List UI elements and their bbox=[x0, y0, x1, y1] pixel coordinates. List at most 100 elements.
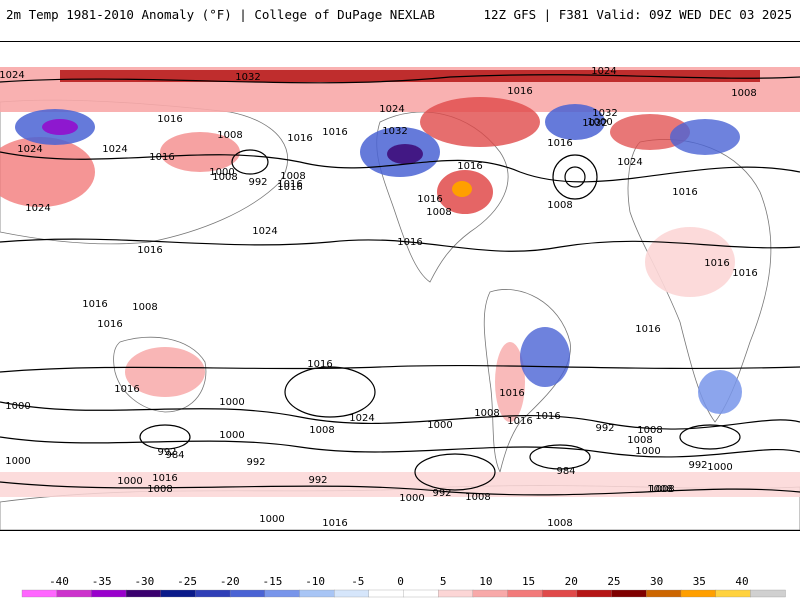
isobar-label: 1016 bbox=[277, 179, 302, 190]
warm-anomaly-australia bbox=[125, 347, 205, 397]
legend-swatch bbox=[472, 589, 509, 598]
legend-swatch bbox=[542, 589, 578, 598]
legend-swatch bbox=[160, 589, 197, 598]
cold-anomaly-central-asia-core bbox=[42, 119, 78, 135]
isobar-label: 1032 bbox=[592, 108, 617, 119]
isobar-labels: 1024 1032 1024 1024 1008 1032 1016 1024 1024 1016… bbox=[0, 66, 758, 529]
legend-swatch bbox=[438, 589, 474, 598]
low-pressure-south-indian bbox=[139, 424, 191, 450]
isobar-label: 1016 bbox=[322, 518, 347, 529]
isobar-label: 1032 bbox=[235, 72, 260, 83]
isobar-label: 1024 bbox=[349, 413, 374, 424]
isobar-label: 992 bbox=[308, 475, 327, 486]
isobar-north bbox=[0, 74, 800, 84]
isobar-label: 1008 bbox=[637, 425, 662, 436]
legend-tick: 40 bbox=[735, 575, 749, 588]
isobar-label: 1000 bbox=[259, 514, 284, 525]
cold-anomaly-siberia-east bbox=[670, 119, 740, 155]
isobar-southern-ocean-1 bbox=[0, 401, 800, 430]
map-canvas: 1024 1032 1024 1024 1008 1032 1016 1024 1024 1016… bbox=[0, 66, 800, 530]
legend-tick: 25 bbox=[607, 575, 621, 588]
legend-tick: -40 bbox=[49, 575, 69, 588]
isobar-label: 1008 bbox=[731, 88, 756, 99]
arctic-deep-warm bbox=[60, 70, 760, 82]
cold-anomaly-southern-africa bbox=[698, 370, 742, 414]
legend-swatch bbox=[299, 589, 335, 598]
isobar-label: 1000 bbox=[587, 117, 612, 128]
legend-swatch bbox=[195, 589, 231, 598]
isobar-label: 1016 bbox=[704, 258, 729, 269]
isobar-southern-ocean-3 bbox=[0, 481, 800, 496]
isobar-label: 1016 bbox=[277, 182, 302, 193]
isobar-label: 984 bbox=[556, 466, 575, 477]
isobar-label: 1008 bbox=[649, 484, 674, 495]
isobar-label: 1008 bbox=[547, 518, 572, 529]
warm-anomaly-east-asia bbox=[160, 132, 240, 172]
isobars bbox=[0, 74, 800, 496]
isobar-label: 1024 bbox=[102, 144, 127, 155]
legend-tick: -5 bbox=[351, 575, 365, 588]
legend-swatch bbox=[21, 589, 58, 598]
isobar-label: 1032 bbox=[582, 118, 607, 129]
isobar-label: 1016 bbox=[114, 384, 139, 395]
isobar-midlat bbox=[0, 238, 800, 252]
legend-swatch bbox=[333, 589, 370, 598]
isobar-label: 1008 bbox=[465, 492, 490, 503]
cold-anomalies bbox=[15, 104, 742, 414]
low-pressure-south-africa bbox=[679, 424, 741, 450]
isobar-label: 1016 bbox=[137, 245, 162, 256]
warm-anomalies bbox=[0, 67, 800, 497]
legend-swatch bbox=[368, 589, 405, 598]
legend-swatch bbox=[403, 589, 439, 598]
legend-swatch bbox=[611, 589, 647, 598]
isobar-label: 1000 bbox=[209, 167, 234, 178]
isobar-label: 1000 bbox=[219, 397, 244, 408]
global-map[interactable]: 1024 1032 1024 1024 1008 1032 1016 1024 1024 1016… bbox=[0, 41, 800, 531]
low-pressure-south-atlantic bbox=[529, 444, 591, 470]
isobar-label: 1008 bbox=[426, 207, 451, 218]
isobar-label: 1008 bbox=[132, 302, 157, 313]
legend-tick: 20 bbox=[564, 575, 578, 588]
cold-anomaly-greenland bbox=[545, 104, 605, 140]
header: 2m Temp 1981-2010 Anomaly (°F) | College… bbox=[0, 0, 800, 40]
isobar-label: 1016 bbox=[635, 324, 660, 335]
isobar-label: 1000 bbox=[5, 401, 30, 412]
isobar-label: 1000 bbox=[635, 446, 660, 457]
legend-tick: 15 bbox=[521, 575, 536, 588]
isobar-label: 1000 bbox=[5, 456, 30, 467]
warm-anomaly-north-atlantic bbox=[420, 97, 540, 147]
legend-swatch bbox=[646, 589, 682, 598]
isobar-label: 1016 bbox=[322, 127, 347, 138]
legend-tick: -30 bbox=[134, 575, 155, 588]
legend-swatch bbox=[91, 589, 127, 598]
isobar-label: 992 bbox=[248, 177, 267, 188]
isobar-label: 1016 bbox=[97, 319, 122, 330]
low-pressure-north-atlantic bbox=[552, 154, 598, 200]
isobar-subtropic-south bbox=[0, 364, 800, 373]
isobar-label: 1000 bbox=[399, 493, 424, 504]
isobar-label: 1008 bbox=[212, 172, 237, 183]
legend-tick: -20 bbox=[219, 575, 240, 588]
legend-swatch bbox=[576, 589, 613, 598]
legend-tick: -10 bbox=[305, 575, 326, 588]
isobar-label: 1032 bbox=[382, 126, 407, 137]
isobar-label: 1016 bbox=[82, 299, 107, 310]
isobar-label: 1024 bbox=[617, 157, 642, 168]
isobar-label: 1016 bbox=[417, 194, 442, 205]
warm-anomaly-us-core bbox=[452, 181, 472, 197]
isobar-label: 1016 bbox=[149, 152, 174, 163]
legend-tick-labels: -40 -35 -30 -25 -20 -15 -10 -5 0 5 10 15 20 25 30 35 40 bbox=[0, 575, 800, 589]
isobar-label: 1016 bbox=[672, 187, 697, 198]
isobar-label: 1024 bbox=[0, 70, 25, 81]
high-pressure-south-pacific bbox=[284, 366, 376, 418]
isobar-label: 1008 bbox=[309, 425, 334, 436]
cold-anomaly-south-america bbox=[520, 327, 570, 387]
land-south-america bbox=[483, 289, 571, 474]
high-pressure-south-atlantic-high bbox=[414, 453, 496, 491]
isobar-label: 1016 bbox=[507, 416, 532, 427]
legend-swatch bbox=[750, 589, 786, 598]
legend-tick: 35 bbox=[692, 575, 706, 588]
isobar-southern-ocean-2 bbox=[0, 436, 800, 458]
legend-tick: 30 bbox=[650, 575, 664, 588]
legend-tick: 0 bbox=[397, 575, 404, 588]
